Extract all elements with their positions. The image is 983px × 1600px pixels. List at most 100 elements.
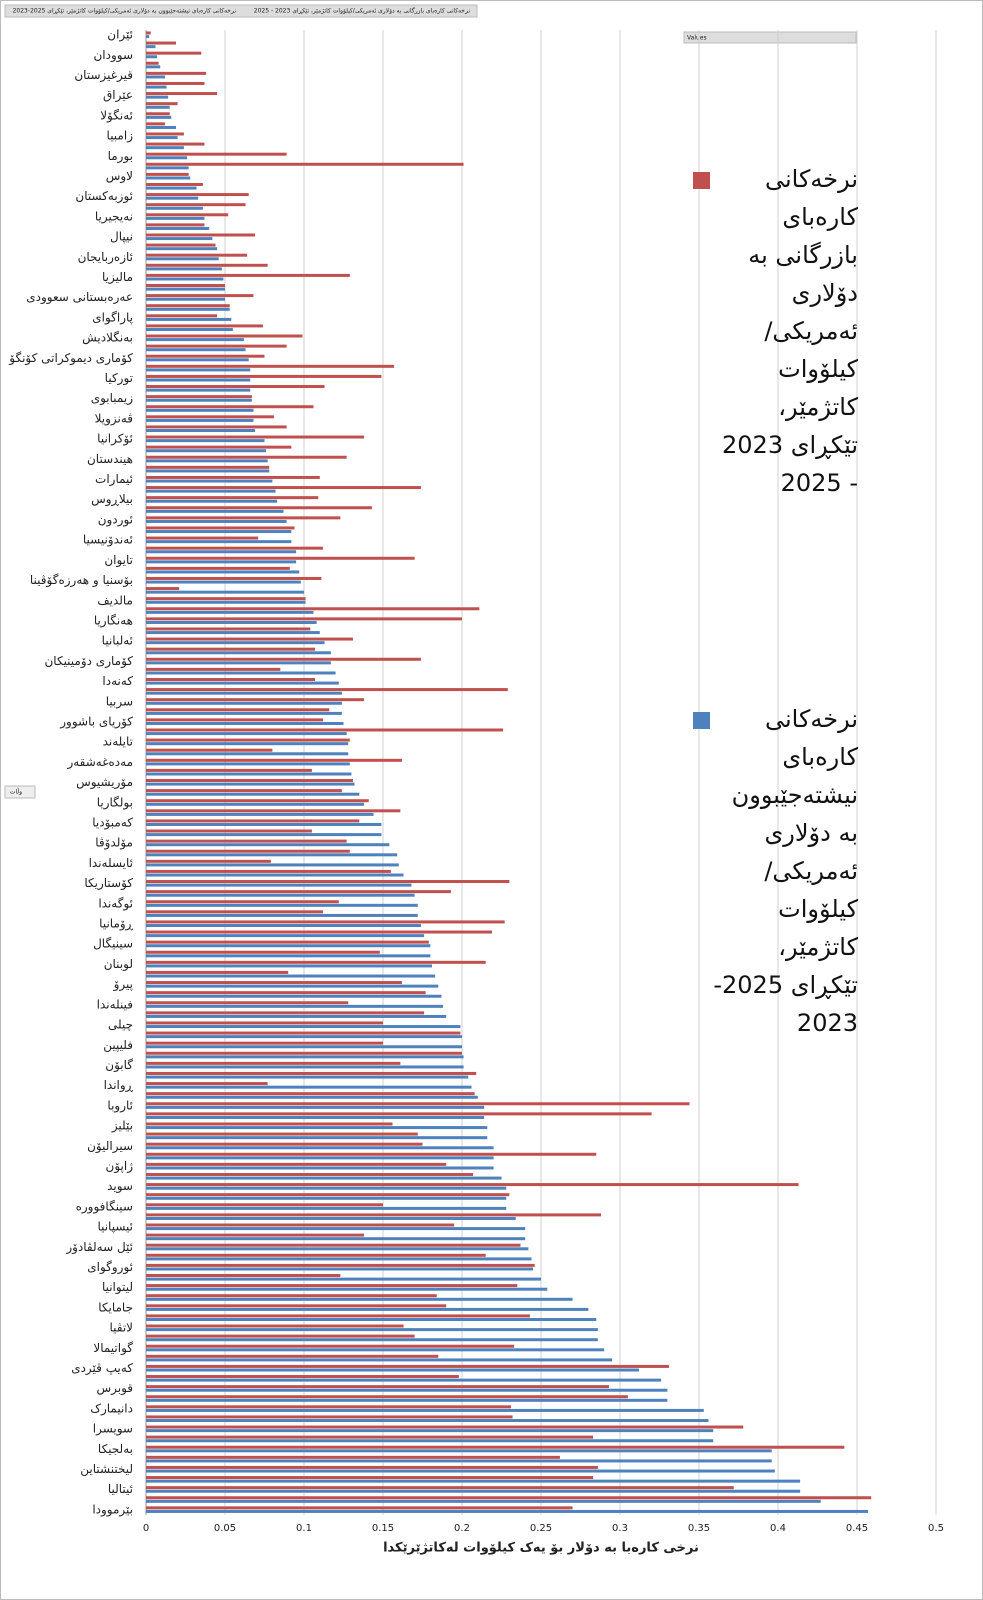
y-tick-label: بەنگلادیش: [82, 331, 133, 346]
x-tick-label: 0.35: [688, 1523, 710, 1534]
y-tick-label: سینگافوورە: [76, 1199, 133, 1214]
bar: [146, 991, 426, 995]
bar: [146, 1415, 513, 1419]
bar: [146, 540, 292, 544]
bar: [146, 1061, 401, 1065]
bar: [146, 328, 233, 332]
bar: [146, 71, 207, 75]
y-tick-label: بەلجیکا: [98, 1442, 133, 1456]
y-tick-label: ئەنگۆلا: [100, 108, 133, 123]
bar: [146, 499, 278, 503]
bar: [146, 1489, 801, 1493]
bar: [146, 570, 300, 574]
axis-button[interactable]: وڵات: [10, 788, 22, 796]
values-button[interactable]: Values: [687, 35, 707, 42]
bar: [146, 162, 464, 166]
bar: [146, 1499, 821, 1503]
bar: [146, 92, 218, 96]
y-tick-label: تایلەند: [103, 735, 133, 749]
bar: [146, 1227, 526, 1231]
bar: [146, 1445, 845, 1449]
y-tick-label: جامایکا: [98, 1300, 133, 1314]
bar: [146, 580, 301, 584]
y-tick-label: زیمبابوی: [91, 391, 133, 406]
bar: [146, 924, 421, 928]
y-tick-label: کۆستاریکا: [84, 876, 133, 891]
bar: [146, 758, 402, 762]
y-tick-label: ئەندۆنیسیا: [83, 533, 133, 548]
bar: [146, 1025, 461, 1029]
y-tick-label: کەیپ ڤێردی: [71, 1361, 133, 1376]
bar: [146, 880, 510, 884]
bar: [146, 934, 425, 938]
axis-button-box[interactable]: [4, 785, 36, 799]
bar: [146, 1459, 772, 1463]
bar: [146, 1166, 494, 1170]
y-tick-label: گواتیمالا: [93, 1341, 133, 1356]
y-tick-label: ئازەربایجان: [78, 250, 133, 265]
bar: [146, 136, 178, 140]
bar: [146, 792, 360, 796]
legend-label: نرخەکانی کارەبای بازرگانی بە دۆلاری ئەمر…: [722, 165, 858, 497]
bar: [146, 1085, 472, 1089]
bar: [146, 1152, 597, 1156]
bar: [146, 45, 156, 49]
bar: [146, 253, 248, 257]
bar: [146, 576, 322, 580]
bar: [146, 1506, 573, 1510]
field-button[interactable]: نرخەکانی کارەبای نیشتەجێبوون بە دۆلاری ئ…: [13, 8, 237, 15]
bar: [146, 348, 246, 352]
bar: [146, 55, 158, 59]
bar: [146, 849, 350, 853]
bar: [146, 509, 284, 513]
bar: [146, 1071, 477, 1075]
field-button[interactable]: نرخەکانی کارەبای بازرگانی بە دۆلاری ئەمر…: [254, 7, 471, 15]
bar: [146, 297, 225, 301]
bar: [146, 172, 189, 176]
y-tick-label: قوبرس: [96, 1381, 133, 1396]
bar: [146, 1092, 475, 1096]
x-tick-label: 0.4: [770, 1523, 786, 1534]
bar: [146, 216, 205, 220]
y-tick-label: گابۆن: [105, 1058, 133, 1073]
legend-label: نرخەکانی کارەبای نیشتەجێبوون بە دۆلاری ئ…: [713, 705, 858, 1037]
bar: [146, 388, 251, 392]
bar: [146, 486, 421, 490]
bar: [146, 1465, 598, 1469]
bar: [146, 307, 230, 311]
bar: [146, 556, 415, 560]
bar: [146, 718, 323, 722]
y-tick-label: نەیجیریا: [95, 209, 133, 224]
bar: [146, 1405, 511, 1409]
bar: [146, 1183, 799, 1187]
bar: [146, 900, 339, 904]
bar: [146, 408, 254, 412]
bar: [146, 1385, 609, 1389]
y-tick-label: قیرغیزستان: [74, 68, 133, 83]
bar: [146, 823, 382, 827]
bar: [146, 519, 287, 523]
values-button-box[interactable]: [683, 31, 857, 44]
bar: [146, 550, 297, 554]
bar: [146, 166, 189, 170]
y-tick-label: ئیمارات: [95, 472, 133, 487]
bar: [146, 449, 267, 453]
bar: [146, 516, 341, 520]
y-tick-label: سیرالیۆن: [87, 1139, 133, 1154]
bar: [146, 779, 353, 783]
bar: [146, 85, 167, 89]
y-tick-label: سویسرا: [93, 1422, 133, 1437]
bar: [146, 115, 172, 119]
bar: [146, 1102, 690, 1106]
bar: [146, 809, 401, 813]
bar: [146, 459, 268, 463]
bar: [146, 688, 508, 692]
y-tick-label: هەنگاریا: [94, 613, 133, 628]
bar: [146, 627, 311, 631]
x-tick-label: 0.1: [296, 1523, 312, 1534]
bar: [146, 1267, 534, 1271]
bar: [146, 324, 263, 328]
bar: [146, 802, 365, 806]
